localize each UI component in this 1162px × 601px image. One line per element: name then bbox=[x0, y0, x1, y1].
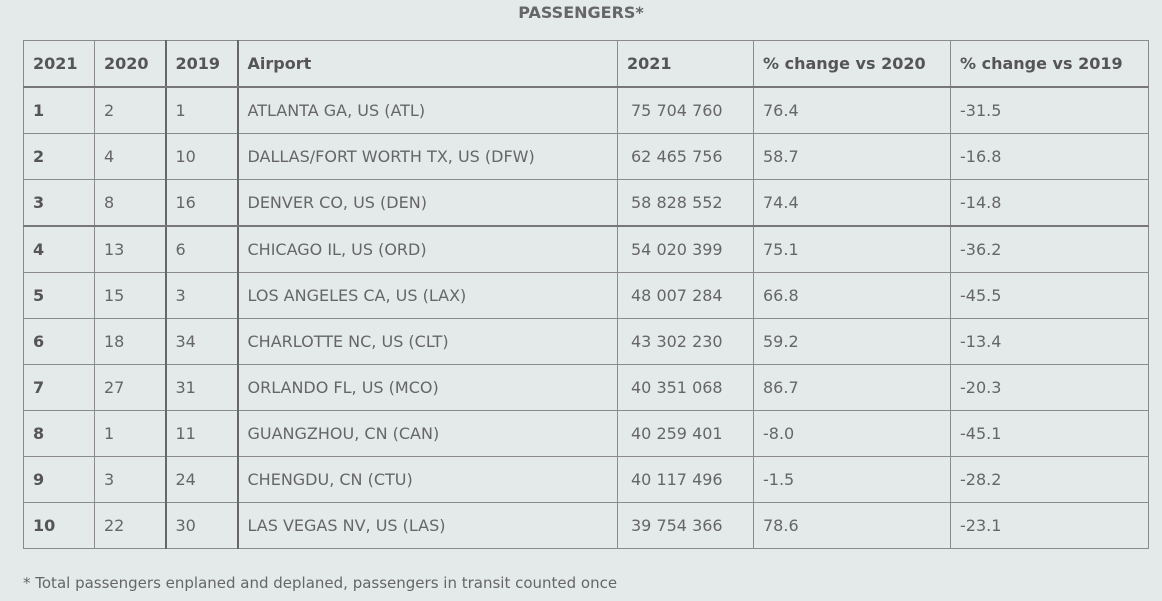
cell-rank-2020: 27 bbox=[94, 364, 166, 411]
header-change-vs-2020[interactable]: % change vs 2020 bbox=[753, 40, 951, 88]
cell-rank-2019: 30 bbox=[164, 502, 238, 549]
cell-change-vs-2019: -45.1 bbox=[950, 410, 1149, 457]
cell-change-vs-2020: 86.7 bbox=[753, 364, 951, 411]
passenger-ranking-table: 2021 2020 2019 Airport 2021 % change vs … bbox=[23, 40, 1149, 549]
cell-rank-2019: 16 bbox=[164, 179, 238, 227]
cell-rank-2021: 9 bbox=[23, 456, 95, 503]
cell-rank-2021: 6 bbox=[23, 318, 95, 365]
cell-rank-2019: 1 bbox=[164, 86, 238, 134]
cell-change-vs-2020: 78.6 bbox=[753, 502, 951, 549]
cell-passengers-2021: 40 259 401 bbox=[617, 410, 754, 457]
table-row: 7 27 31 ORLANDO FL, US (MCO) 40 351 068 86.7-… bbox=[23, 364, 1149, 411]
cell-rank-2020: 4 bbox=[94, 133, 166, 180]
cell-rank-2021: 8 bbox=[23, 410, 95, 457]
cell-passengers-2021: 40 351 068 bbox=[617, 364, 754, 411]
table-row: 4 13 6 CHICAGO IL, US (ORD) 54 020 399 75.1 -3… bbox=[23, 225, 1149, 273]
cell-change-vs-2019: -28.2 bbox=[950, 456, 1149, 503]
table-row: 1 2 1 ATLANTA GA, US (ATL) 75 704 760 76.4 -31… bbox=[23, 86, 1149, 134]
table-row: 5 15 3 LOS ANGELES CA, US (LAX) 48 007 284 66… bbox=[23, 272, 1149, 319]
cell-rank-2019: 6 bbox=[164, 225, 238, 273]
cell-airport: DENVER CO, US (DEN) bbox=[236, 179, 618, 227]
cell-passengers-2021: 48 007 284 bbox=[617, 272, 754, 319]
table-row: 6 18 34 CHARLOTTE NC, US (CLT) 43 302 230 59.… bbox=[23, 318, 1149, 365]
header-change-vs-2019[interactable]: % change vs 2019 bbox=[950, 40, 1149, 88]
cell-rank-2019: 3 bbox=[164, 272, 238, 319]
cell-rank-2021: 1 bbox=[23, 86, 95, 134]
cell-rank-2021: 7 bbox=[23, 364, 95, 411]
table-row: 2 4 10 DALLAS/FORT WORTH TX, US (DFW) 62 465… bbox=[23, 133, 1149, 180]
cell-airport: DALLAS/FORT WORTH TX, US (DFW) bbox=[236, 133, 618, 180]
header-rank-2019[interactable]: 2019 bbox=[164, 40, 238, 88]
table-body: 1 2 1 ATLANTA GA, US (ATL) 75 704 760 76.4 -31… bbox=[23, 86, 1149, 549]
cell-rank-2019: 31 bbox=[164, 364, 238, 411]
cell-rank-2020: 1 bbox=[94, 410, 166, 457]
cell-change-vs-2020: -8.0 bbox=[753, 410, 951, 457]
cell-change-vs-2020: 58.7 bbox=[753, 133, 951, 180]
cell-change-vs-2020: 76.4 bbox=[753, 86, 951, 134]
cell-rank-2019: 34 bbox=[164, 318, 238, 365]
cell-passengers-2021: 39 754 366 bbox=[617, 502, 754, 549]
cell-change-vs-2019: -16.8 bbox=[950, 133, 1149, 180]
cell-airport: CHENGDU, CN (CTU) bbox=[236, 456, 618, 503]
cell-change-vs-2019: -45.5 bbox=[950, 272, 1149, 319]
cell-rank-2020: 18 bbox=[94, 318, 166, 365]
table-row: 9 3 24 CHENGDU, CN (CTU) 40 117 496 -1.5 -28.2 bbox=[23, 456, 1149, 503]
cell-rank-2019: 11 bbox=[164, 410, 238, 457]
footnote: * Total passengers enplaned and deplaned… bbox=[23, 574, 618, 592]
cell-change-vs-2020: 59.2 bbox=[753, 318, 951, 365]
cell-rank-2019: 24 bbox=[164, 456, 238, 503]
cell-passengers-2021: 62 465 756 bbox=[617, 133, 754, 180]
cell-rank-2019: 10 bbox=[164, 133, 238, 180]
cell-change-vs-2020: -1.5 bbox=[753, 456, 951, 503]
cell-rank-2021: 4 bbox=[23, 225, 95, 273]
table-title: PASSENGERS* bbox=[518, 3, 644, 22]
cell-change-vs-2020: 66.8 bbox=[753, 272, 951, 319]
cell-rank-2021: 3 bbox=[23, 179, 95, 227]
cell-airport: CHICAGO IL, US (ORD) bbox=[236, 225, 618, 273]
cell-passengers-2021: 54 020 399 bbox=[617, 225, 754, 273]
cell-rank-2020: 3 bbox=[94, 456, 166, 503]
cell-rank-2020: 22 bbox=[94, 502, 166, 549]
cell-airport: CHARLOTTE NC, US (CLT) bbox=[236, 318, 618, 365]
cell-passengers-2021: 43 302 230 bbox=[617, 318, 754, 365]
table-row: 8 1 11 GUANGZHOU, CN (CAN) 40 259 401 -8.0 -45… bbox=[23, 410, 1149, 457]
cell-rank-2020: 15 bbox=[94, 272, 166, 319]
cell-change-vs-2019: -23.1 bbox=[950, 502, 1149, 549]
header-rank-2020[interactable]: 2020 bbox=[94, 40, 166, 88]
cell-passengers-2021: 58 828 552 bbox=[617, 179, 754, 227]
cell-rank-2020: 8 bbox=[94, 179, 166, 227]
cell-change-vs-2020: 74.4 bbox=[753, 179, 951, 227]
cell-rank-2020: 13 bbox=[94, 225, 166, 273]
cell-airport: ORLANDO FL, US (MCO) bbox=[236, 364, 618, 411]
header-rank-2021[interactable]: 2021 bbox=[23, 40, 95, 88]
cell-passengers-2021: 75 704 760 bbox=[617, 86, 754, 134]
header-airport[interactable]: Airport bbox=[236, 40, 618, 88]
header-passengers-2021[interactable]: 2021 bbox=[617, 40, 754, 88]
cell-airport: GUANGZHOU, CN (CAN) bbox=[236, 410, 618, 457]
cell-change-vs-2019: -13.4 bbox=[950, 318, 1149, 365]
cell-rank-2021: 10 bbox=[23, 502, 95, 549]
cell-rank-2020: 2 bbox=[94, 86, 166, 134]
cell-rank-2021: 5 bbox=[23, 272, 95, 319]
cell-change-vs-2019: -20.3 bbox=[950, 364, 1149, 411]
cell-airport: ATLANTA GA, US (ATL) bbox=[236, 86, 618, 134]
cell-change-vs-2019: -31.5 bbox=[950, 86, 1149, 134]
table-row: 10 22 30 LAS VEGAS NV, US (LAS) 39 754 366 78… bbox=[23, 502, 1149, 549]
cell-change-vs-2019: -36.2 bbox=[950, 225, 1149, 273]
cell-passengers-2021: 40 117 496 bbox=[617, 456, 754, 503]
cell-airport: LOS ANGELES CA, US (LAX) bbox=[236, 272, 618, 319]
cell-rank-2021: 2 bbox=[23, 133, 95, 180]
cell-change-vs-2019: -14.8 bbox=[950, 179, 1149, 227]
table-row: 3 8 16 DENVER CO, US (DEN) 58 828 552 74.4 -14… bbox=[23, 179, 1149, 227]
cell-change-vs-2020: 75.1 bbox=[753, 225, 951, 273]
cell-airport: LAS VEGAS NV, US (LAS) bbox=[236, 502, 618, 549]
header-row: 2021 2020 2019 Airport 2021 % change vs … bbox=[23, 40, 1149, 88]
